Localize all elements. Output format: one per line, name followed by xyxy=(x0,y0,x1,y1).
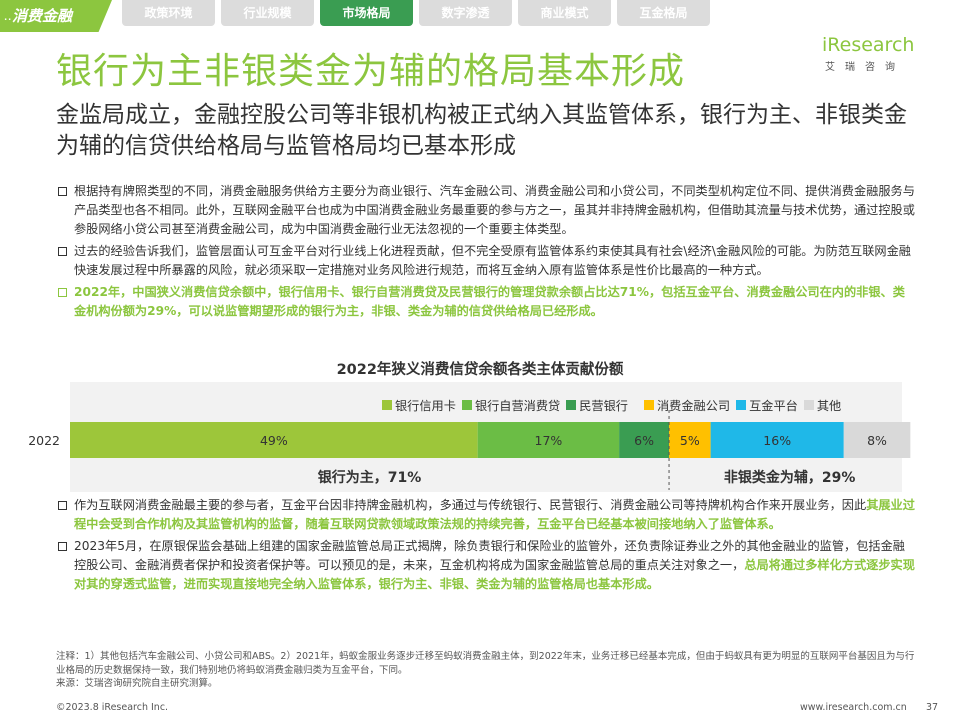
bullet-item: 2023年5月，在原银保监会基础上组建的国家金融监管总局正式揭牌，除负责银行和保… xyxy=(56,537,916,594)
nav-tab-business[interactable]: 商业模式 xyxy=(518,0,611,26)
legend-swatch xyxy=(803,400,814,410)
legend-item: 消费金融公司 xyxy=(644,396,730,414)
bar-segment xyxy=(619,422,670,458)
bullet-item: 过去的经验告诉我们，监管层面认可互金平台对行业线上化进程贡献，但不完全受原有监管… xyxy=(56,242,916,280)
data-label: 49% xyxy=(260,433,288,448)
group-label: 非银类金为辅，29% xyxy=(724,469,856,486)
legend-swatch xyxy=(736,400,747,410)
stacked-bar-chart: 2022 49% 17% 6% 5% 16% 8% 银行为主，71% 非银类金为辅，29% xyxy=(28,410,911,490)
legend-item: 其他 xyxy=(803,396,842,414)
copyright: ©2023.8 iResearch Inc. xyxy=(56,702,169,713)
bullet-list-bottom: 作为互联网消费金融最主要的参与者，互金平台因非持牌金融机构，多通过与传统银行、民… xyxy=(56,496,916,597)
legend-item: 银行自营消费贷 xyxy=(461,396,561,414)
bullet-text: 2022年，中国狭义消费信贷余额中，银行信用卡、银行自营消费贷及民营银行的管理贷… xyxy=(74,285,905,318)
legend-item: 民营银行 xyxy=(566,396,628,414)
data-label: 5% xyxy=(680,433,700,448)
bar-segment xyxy=(710,422,844,458)
logo-sub: 艾瑞咨询 xyxy=(825,62,905,73)
bullet-text: 2023年5月，在原银保监会基础上组建的国家金融监管总局正式揭牌，除负责银行和保… xyxy=(74,539,905,572)
chart-title: 2022年狭义消费信贷余额各类主体贡献份额 xyxy=(336,362,624,378)
y-tick-label: 2022 xyxy=(28,433,60,448)
bar-segment xyxy=(843,422,911,458)
bullet-text: 过去的经验告诉我们，监管层面认可互金平台对行业线上化进程贡献，但不完全受原有监管… xyxy=(74,244,911,277)
bullet-item: 作为互联网消费金融最主要的参与者，互金平台因非持牌金融机构，多通过与传统银行、民… xyxy=(56,496,916,534)
bar-segment xyxy=(70,422,478,458)
chart-legend: 银行信用卡 银行自营消费贷 民营银行 消费金融公司 互金平台 其他 xyxy=(382,396,847,414)
bar-segment xyxy=(477,422,620,458)
page-subtitle: 金监局成立，金融控股公司等非银机构被正式纳入其监管体系，银行为主、非银类金为辅的… xyxy=(56,102,907,159)
legend-label: 消费金融公司 xyxy=(657,399,731,413)
nav-tab-digital[interactable]: 数字渗透 xyxy=(419,0,512,26)
legend-label: 其他 xyxy=(816,399,842,413)
nav-tab-policy[interactable]: 政策环境 xyxy=(122,0,215,26)
page-title: 银行为主非银类金为辅的格局基本形成 xyxy=(56,51,686,92)
brand-tab: ∙∙ 消费金融 xyxy=(0,0,112,32)
bullet-box-icon xyxy=(58,288,67,297)
bullet-box-icon xyxy=(58,187,67,196)
legend-label: 银行自营消费贷 xyxy=(474,399,561,413)
brand-label: 消费金融 xyxy=(12,7,73,25)
legend-item: 银行信用卡 xyxy=(382,396,456,414)
source-text: 来源：艾瑞咨询研究院自主研究测算。 xyxy=(56,678,218,689)
data-label: 6% xyxy=(634,433,654,448)
bullet-box-icon xyxy=(58,501,67,510)
bullet-item: 根据持有牌照类型的不同，消费金融服务供给方主要分为商业银行、汽车金融公司、消费金… xyxy=(56,182,916,239)
bullet-text: 作为互联网消费金融最主要的参与者，互金平台因非持牌金融机构，多通过与传统银行、民… xyxy=(74,498,867,512)
legend-swatch xyxy=(644,400,654,410)
page-number: 37 xyxy=(926,702,939,713)
logo-word: iResearch xyxy=(822,34,915,56)
group-label: 银行为主，71% xyxy=(318,469,422,486)
bullet-text-highlight: 总局将通过多样化方式逐步实现对其的穿透式监管，进而实现直接地完全纳入监管体系，银… xyxy=(74,558,915,591)
bullet-box-icon xyxy=(58,247,67,256)
footnote-text: 注释：1）其他包括汽车金融公司、小贷公司和ABS。2）2021年，蚂蚁金服业务逐… xyxy=(56,651,915,676)
footer-url[interactable]: www.iresearch.com.cn xyxy=(800,702,907,713)
iresearch-logo: iResearch 艾瑞咨询 xyxy=(822,34,932,82)
bullet-text-highlight: 其展业过程中会受到合作机构及其监管机构的监督，随着互联网贷款领域政策法规的持续完… xyxy=(74,498,915,531)
bullet-text: 根据持有牌照类型的不同，消费金融服务供给方主要分为商业银行、汽车金融公司、消费金… xyxy=(74,184,915,236)
legend-label: 民营银行 xyxy=(579,399,628,413)
bar-segment xyxy=(669,422,711,458)
legend-item: 互金平台 xyxy=(736,396,798,414)
nav-tab-market[interactable]: 市场格局 xyxy=(320,0,413,26)
brand-dots-decoration: ∙∙ xyxy=(4,15,13,24)
legend-swatch xyxy=(566,400,577,410)
bullet-box-icon xyxy=(58,542,67,551)
legend-label: 银行信用卡 xyxy=(395,399,456,413)
footnotes: 注释：1）其他包括汽车金融公司、小贷公司和ABS。2）2021年，蚂蚁金服业务逐… xyxy=(56,650,916,691)
bullet-item-highlight: 2022年，中国狭义消费信贷余额中，银行信用卡、银行自营消费贷及民营银行的管理贷… xyxy=(56,283,916,321)
data-label: 16% xyxy=(763,433,791,448)
data-label: 17% xyxy=(535,433,563,448)
top-nav: 政策环境 行业规模 市场格局 数字渗透 商业模式 互金格局 xyxy=(122,0,710,26)
nav-tab-fintech[interactable]: 互金格局 xyxy=(617,0,710,26)
data-label: 8% xyxy=(867,433,887,448)
legend-swatch xyxy=(461,400,472,410)
bullet-list-top: 根据持有牌照类型的不同，消费金融服务供给方主要分为商业银行、汽车金融公司、消费金… xyxy=(56,182,916,324)
legend-swatch xyxy=(382,400,392,410)
nav-tab-scale[interactable]: 行业规模 xyxy=(221,0,314,26)
legend-label: 互金平台 xyxy=(749,399,798,413)
